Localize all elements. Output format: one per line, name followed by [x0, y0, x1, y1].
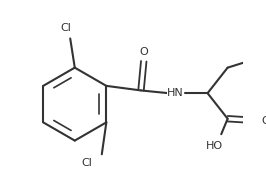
Text: O: O — [261, 116, 266, 126]
Text: HN: HN — [167, 88, 184, 98]
Text: HO: HO — [205, 141, 223, 151]
Text: Cl: Cl — [60, 23, 71, 32]
Text: Cl: Cl — [82, 158, 93, 168]
Text: O: O — [139, 47, 148, 57]
